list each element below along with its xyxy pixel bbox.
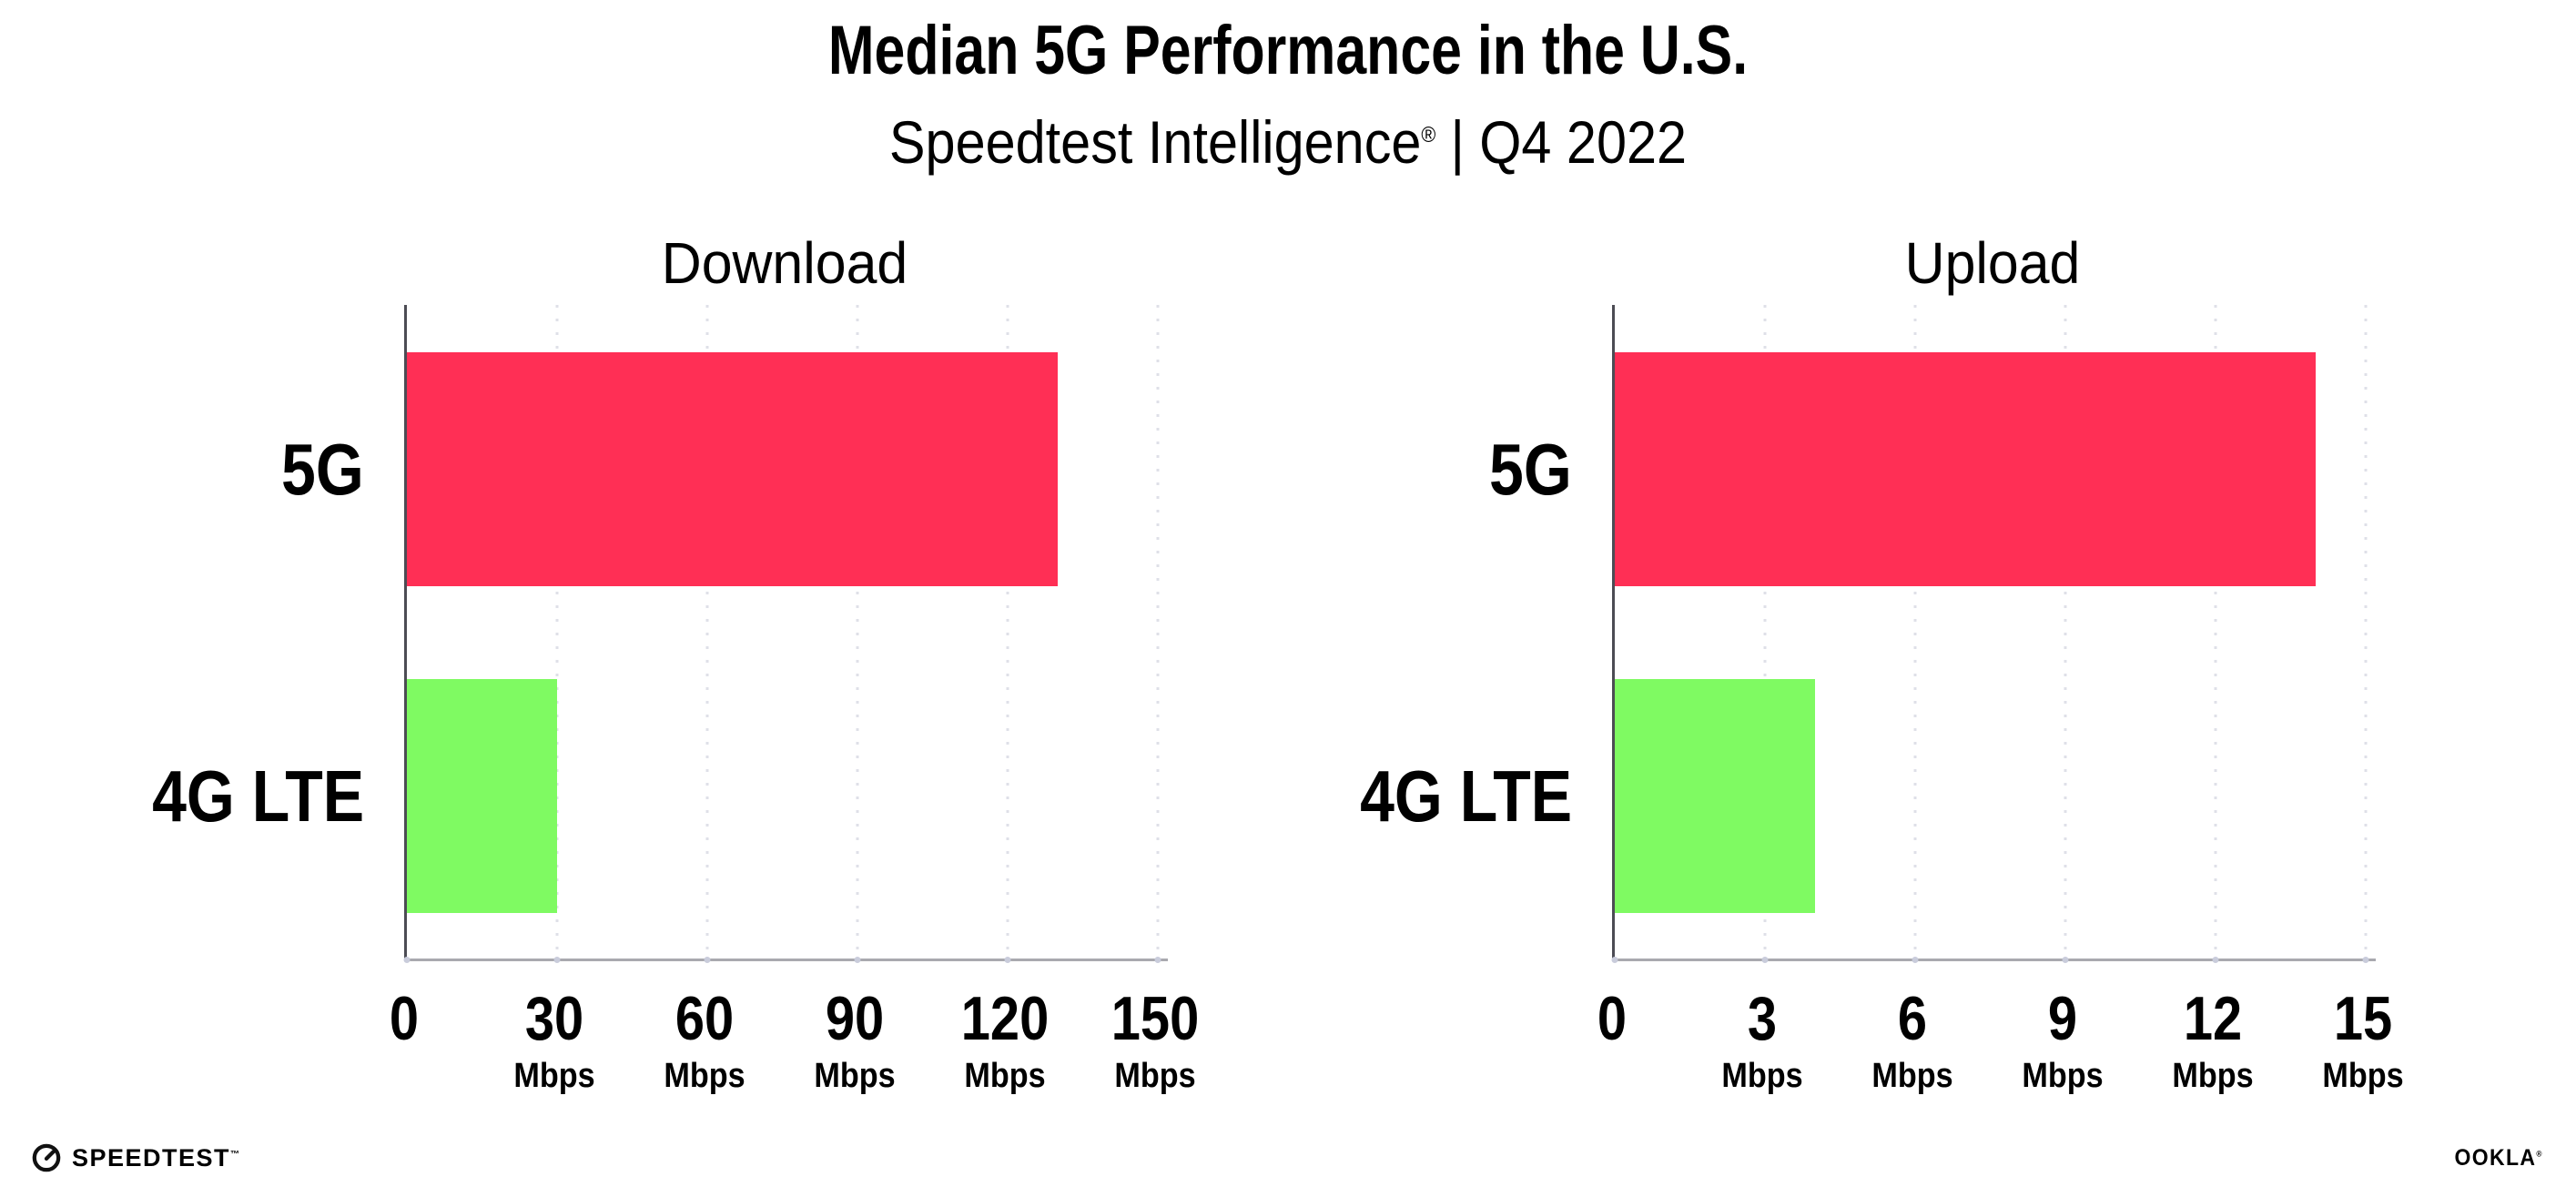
- x-axis-ticks: 0 30 Mbps 60 Mbps 90 Mbps 120 Mbps 150 Mbps: [390, 988, 1199, 1142]
- category-label: 4G LTE: [1360, 755, 1572, 837]
- axis-tick-dot: [2062, 957, 2069, 963]
- x-tick: 60 Mbps: [659, 988, 749, 1093]
- x-tick-unit: Mbps: [814, 1057, 896, 1095]
- x-tick-value: 0: [389, 984, 420, 1053]
- x-tick-value: 15: [2333, 984, 2393, 1053]
- subtitle-separator: |: [1450, 108, 1465, 176]
- x-tick: 0: [387, 988, 421, 1050]
- x-tick-value: 6: [1897, 984, 1928, 1053]
- x-tick: 6 Mbps: [1867, 988, 1957, 1093]
- x-tick-value: 12: [2183, 984, 2243, 1053]
- gridline: [555, 305, 559, 959]
- page-title: Median 5G Performance in the U.S.: [827, 12, 1749, 89]
- axis-tick-dot: [704, 957, 711, 963]
- speedtest-logo: SPEEDTEST™: [31, 1142, 241, 1173]
- ookla-logo: OOKLA®: [2455, 1147, 2543, 1170]
- upload-chart: Upload 5G 4G LTE 0 3 Mbps 6 Mbps 9 Mbps 12 Mbps 15…: [1344, 223, 2404, 1142]
- gridline: [1913, 305, 1917, 959]
- ookla-wordmark-text: OOKLA: [2454, 1145, 2537, 1171]
- x-tick-unit: Mbps: [964, 1057, 1046, 1095]
- x-tick-unit: Mbps: [2172, 1057, 2254, 1095]
- page-subtitle: Speedtest Intelligence® | Q4 2022: [129, 109, 2448, 176]
- x-tick: 120 Mbps: [953, 988, 1056, 1093]
- x-tick-value: 3: [1747, 984, 1778, 1053]
- axis-tick-dot: [1154, 957, 1161, 963]
- plot-area: [403, 305, 1168, 963]
- x-tick-value: 30: [524, 984, 584, 1053]
- gridline: [705, 305, 709, 959]
- x-tick: 12 Mbps: [2167, 988, 2257, 1093]
- x-tick: 150 Mbps: [1103, 988, 1206, 1093]
- chart-title-download: Download: [661, 230, 908, 296]
- axis-tick-dot: [403, 957, 411, 963]
- x-tick-unit: Mbps: [1721, 1057, 1803, 1095]
- subtitle-period: Q4 2022: [1479, 108, 1688, 176]
- x-tick: 90 Mbps: [809, 988, 899, 1093]
- gridline: [2064, 305, 2067, 959]
- chart-title-upload: Upload: [1904, 230, 2081, 296]
- speedtest-gauge-icon: [31, 1142, 62, 1173]
- speedtest-wordmark-text: SPEEDTEST: [72, 1143, 231, 1172]
- x-tick-unit: Mbps: [513, 1057, 595, 1095]
- x-tick-unit: Mbps: [2322, 1057, 2404, 1095]
- x-tick-value: 90: [825, 984, 885, 1053]
- x-tick: 30 Mbps: [509, 988, 599, 1093]
- x-tick-unit: Mbps: [2022, 1057, 2104, 1095]
- registered-mark: ®: [2536, 1149, 2543, 1159]
- category-label: 5G: [281, 428, 364, 510]
- x-tick-value: 0: [1597, 984, 1628, 1053]
- x-tick: 9 Mbps: [2017, 988, 2107, 1093]
- axis-tick-dot: [1912, 957, 1919, 963]
- gridline: [856, 305, 859, 959]
- bar-5g: [407, 351, 1059, 587]
- x-axis-ticks: 0 3 Mbps 6 Mbps 9 Mbps 12 Mbps 15 Mbps: [1597, 988, 2404, 1142]
- x-tick-value: 150: [1111, 984, 1200, 1053]
- bar-5g: [1615, 351, 2317, 587]
- axis-tick-dot: [2212, 957, 2219, 963]
- x-tick-value: 9: [2047, 984, 2078, 1053]
- category-axis: 5G 4G LTE: [1344, 305, 1612, 959]
- category-axis: 5G 4G LTE: [137, 305, 404, 959]
- x-tick-unit: Mbps: [1871, 1057, 1953, 1095]
- bar-4g-lte: [1615, 678, 1816, 914]
- axis-tick-dot: [1004, 957, 1011, 963]
- x-tick: 3 Mbps: [1717, 988, 1807, 1093]
- x-tick-unit: Mbps: [1114, 1057, 1196, 1095]
- x-tick: 15 Mbps: [2318, 988, 2409, 1093]
- gridline: [1763, 305, 1767, 959]
- trademark-mark: ™: [230, 1149, 241, 1160]
- x-tick-unit: Mbps: [664, 1057, 745, 1095]
- gridline: [1006, 305, 1009, 959]
- bar-4g-lte: [407, 678, 558, 914]
- registered-mark: ®: [1421, 123, 1436, 147]
- axis-tick-dot: [1611, 957, 1618, 963]
- gridline: [1156, 305, 1160, 959]
- x-tick-value: 60: [674, 984, 735, 1053]
- category-label: 5G: [1489, 428, 1572, 510]
- axis-tick-dot: [2362, 957, 2369, 963]
- download-chart: Download 5G 4G LTE 0 30 Mbps 60 Mbps 90 Mbps 120…: [137, 223, 1199, 1142]
- plot-area: [1611, 305, 2376, 963]
- gridline: [2364, 305, 2368, 959]
- axis-tick-dot: [1761, 957, 1769, 963]
- x-tick-value: 120: [960, 984, 1050, 1053]
- gridline: [2214, 305, 2217, 959]
- speedtest-wordmark: SPEEDTEST™: [72, 1143, 241, 1172]
- axis-tick-dot: [854, 957, 861, 963]
- subtitle-product: Speedtest Intelligence: [888, 108, 1422, 176]
- axis-tick-dot: [553, 957, 561, 963]
- x-tick: 0: [1595, 988, 1629, 1050]
- category-label: 4G LTE: [152, 755, 364, 837]
